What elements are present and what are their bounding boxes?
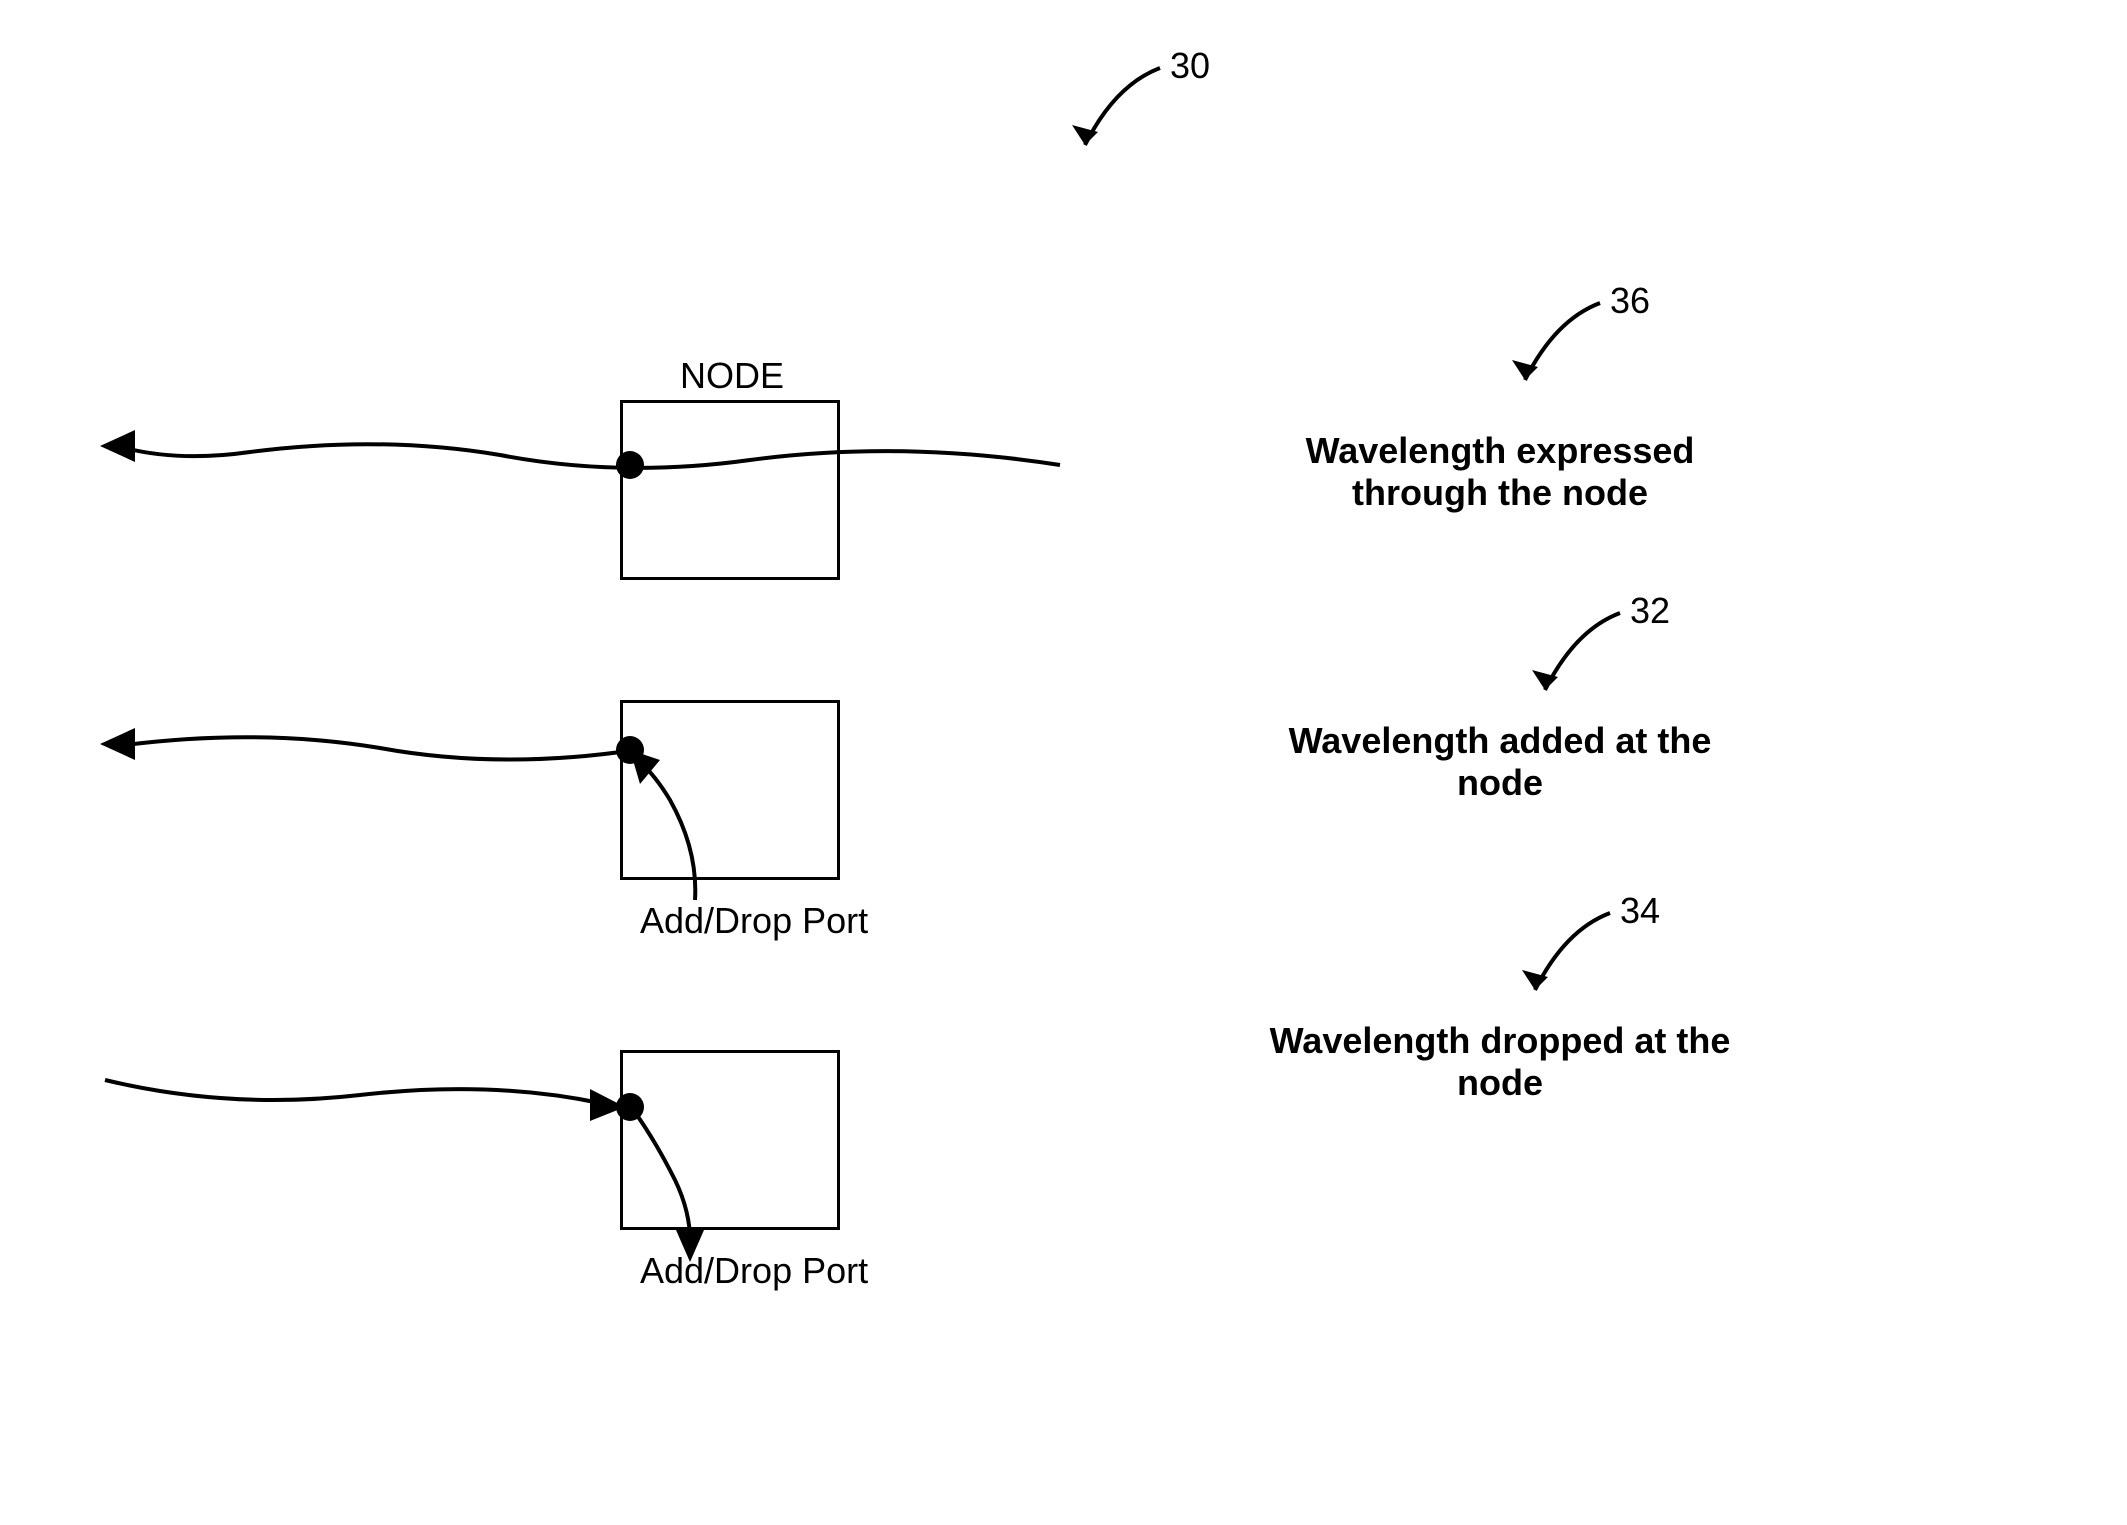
drop-flow-line-out: [620, 1100, 740, 1265]
add-flow-line-out: [100, 720, 660, 780]
node-title-label: NODE: [680, 355, 784, 397]
caption-express: Wavelength expressed through the node: [1260, 430, 1740, 514]
diagram-container: NODE 30 36 Wavelength expressed through …: [0, 0, 2127, 1525]
drop-port-label: Add/Drop Port: [640, 1250, 868, 1292]
ref-add-arrow: [1520, 605, 1640, 705]
drop-flow-line-in: [100, 1065, 660, 1135]
ref-drop-arrow: [1510, 905, 1630, 1005]
ref-express-arrow: [1500, 295, 1620, 395]
caption-add: Wavelength added at the node: [1260, 720, 1740, 804]
caption-drop: Wavelength dropped at the node: [1260, 1020, 1740, 1104]
add-flow-line-in: [620, 740, 740, 905]
ref-main-arrow: [1060, 60, 1180, 160]
express-flow-line: [100, 420, 1100, 500]
add-port-label: Add/Drop Port: [640, 900, 868, 942]
